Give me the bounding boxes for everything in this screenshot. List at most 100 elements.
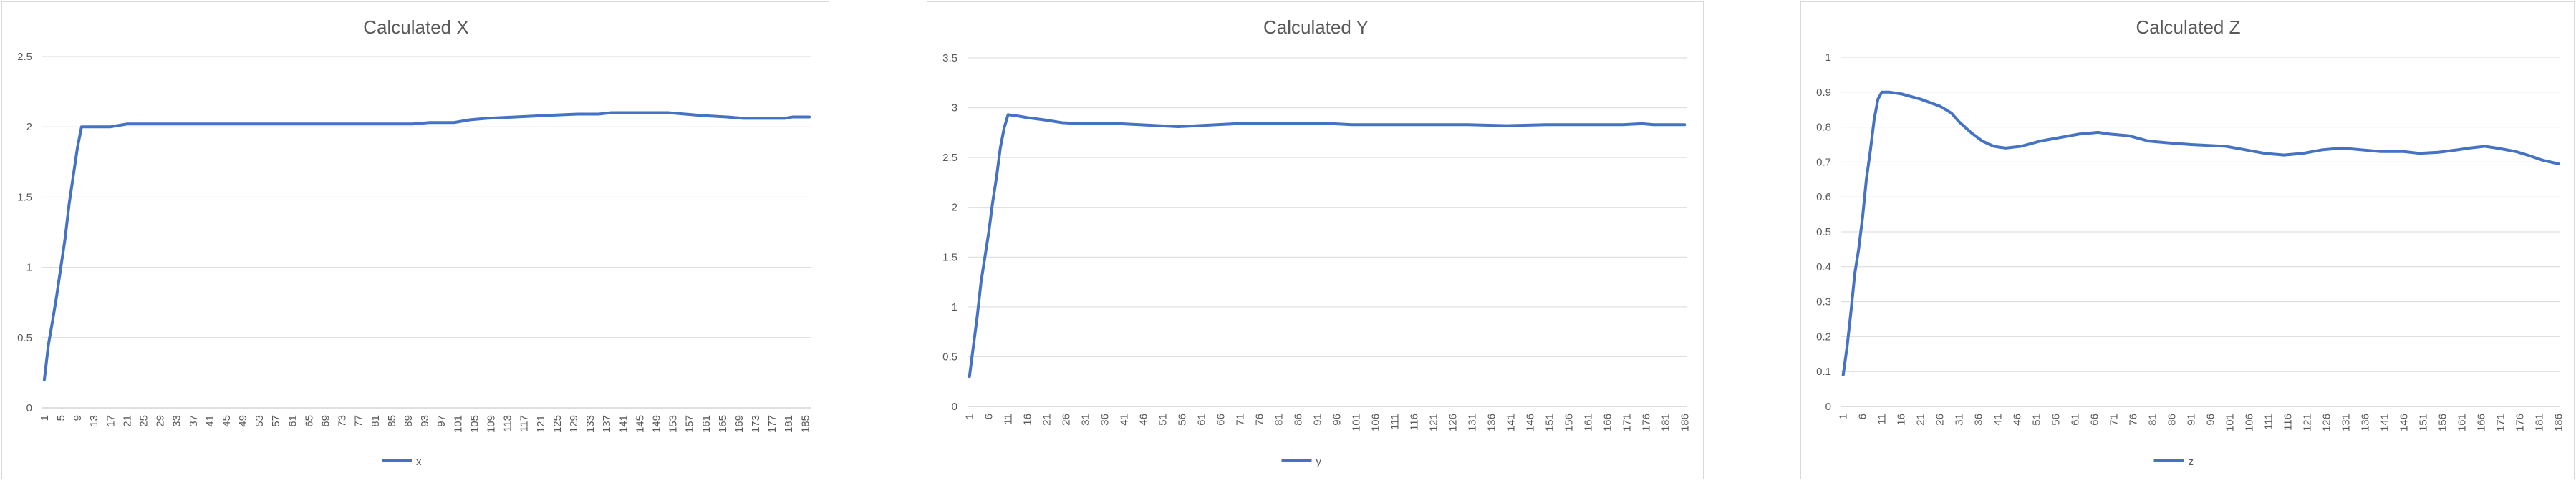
y-tick-label: 0.2	[1816, 331, 1831, 343]
x-tick-label: 101	[2224, 414, 2236, 431]
y-tick-label: 0.5	[1816, 226, 1831, 238]
x-tick-label: 186	[1679, 414, 1691, 431]
legend-label: x	[416, 456, 422, 468]
x-tick-label: 26	[1934, 414, 1947, 426]
x-tick-label: 21	[121, 415, 133, 427]
x-tick-label: 116	[1408, 414, 1420, 431]
x-tick-label: 186	[2552, 414, 2565, 431]
x-tick-label: 126	[2320, 414, 2333, 431]
y-tick-label: 0.5	[942, 351, 957, 363]
x-tick-label: 101	[1350, 414, 1362, 431]
x-tick-label: 41	[1119, 414, 1131, 426]
x-tick-label: 53	[254, 415, 266, 427]
x-tick-label: 31	[1080, 414, 1092, 426]
x-tick-label: 116	[2282, 414, 2294, 431]
x-tick-label: 173	[750, 415, 762, 433]
chart-z-svg: Calculated Z 0 0.1 0.2 0.3 0.4 0.5 0.6 0.7 0.8 0.9…	[1816, 16, 2565, 468]
x-tick-label: 96	[2204, 414, 2216, 426]
x-tick-label: 5	[55, 415, 67, 421]
x-tick-label: 156	[1563, 414, 1575, 431]
x-tick-label: 181	[2533, 414, 2545, 431]
x-tick-label: 161	[2456, 414, 2468, 431]
x-tick-label: 29	[155, 415, 167, 427]
y-tick-label: 0.9	[1816, 87, 1831, 99]
series-line-z	[1841, 90, 2560, 377]
x-tick-label: 1	[964, 414, 976, 419]
x-tick-label: 6	[1857, 414, 1869, 419]
legend-label: z	[2189, 456, 2194, 468]
x-tick-label: 41	[1992, 414, 2005, 426]
x-tick-label: 181	[783, 415, 795, 433]
x-tick-label: 71	[1235, 414, 1247, 426]
y-tick-label: 2.5	[17, 51, 32, 63]
x-tick-label: 131	[2340, 414, 2352, 431]
y-tick-label: 0.5	[17, 332, 32, 344]
y-tick-label: 0	[1825, 401, 1831, 413]
x-tick-label: 13	[88, 415, 100, 427]
x-tick-label: 131	[1466, 414, 1478, 431]
x-tick-label: 36	[1099, 414, 1111, 426]
x-tick-label: 73	[337, 415, 349, 427]
x-tick-label: 129	[568, 415, 580, 433]
x-tick-label: 51	[2031, 414, 2043, 426]
x-tick-label: 81	[1273, 414, 1285, 426]
x-tick-label: 86	[1293, 414, 1305, 426]
x-tick-label: 9	[72, 415, 84, 421]
x-tick-label: 157	[684, 415, 696, 433]
y-tick-label: 0	[26, 402, 32, 414]
x-tick-label: 33	[171, 415, 183, 427]
chart-x-svg: Calculated X00.511.522.51 5 9 13 17 21 25 29 33 3…	[17, 16, 811, 468]
chart-title: Calculated Y	[1263, 16, 1369, 38]
chart-calculated-z: Calculated Z 0 0.1 0.2 0.3 0.4 0.5 0.6 0.7 0.8 0.9…	[1800, 1, 2575, 479]
x-tick-label: 136	[1485, 414, 1497, 431]
x-tick-label: 61	[2070, 414, 2082, 426]
y-tick-label: 2.5	[942, 152, 957, 164]
x-tick-label: 57	[270, 415, 282, 427]
x-tick-label: 153	[667, 415, 680, 433]
y-tick-label: 0	[952, 401, 957, 413]
x-tick-label: 81	[2147, 414, 2159, 426]
y-tick-label: 3.5	[942, 52, 957, 64]
x-tick-label: 17	[105, 415, 117, 427]
x-tick-label: 11	[1876, 414, 1888, 425]
x-tick-label: 26	[1061, 414, 1073, 426]
x-tick-label: 185	[799, 415, 811, 433]
x-tick-label: 169	[733, 415, 746, 433]
x-tick-label: 145	[634, 415, 646, 433]
x-tick-label: 151	[1543, 414, 1555, 431]
x-tick-label: 176	[1640, 414, 1652, 431]
x-tick-label: 136	[2359, 414, 2371, 431]
x-tick-label: 81	[370, 415, 382, 427]
chart-title: Calculated X	[363, 16, 468, 38]
x-tick-label: 105	[468, 415, 481, 433]
x-tick-label: 96	[1331, 414, 1343, 426]
x-tick-label: 77	[353, 415, 365, 427]
x-tick-label: 71	[2108, 414, 2121, 426]
x-tick-label: 61	[1196, 414, 1208, 426]
x-tick-label: 137	[601, 415, 613, 433]
x-tick-label: 161	[700, 415, 713, 433]
series-line-y	[968, 113, 1687, 379]
x-tick-label: 141	[1505, 414, 1517, 431]
y-tick-label: 0.4	[1816, 261, 1831, 273]
x-tick-label: 101	[452, 415, 464, 433]
y-tick-label: 0.7	[1816, 156, 1831, 168]
x-tick-label: 76	[2128, 414, 2140, 426]
x-tick-label: 111	[1389, 414, 1401, 430]
x-tick-label: 181	[1659, 414, 1671, 431]
x-tick-label: 89	[402, 415, 415, 427]
y-tick-label: 2	[952, 202, 957, 214]
x-tick-label: 146	[1524, 414, 1536, 431]
x-tick-label: 141	[2378, 414, 2391, 431]
x-tick-label: 41	[204, 415, 216, 427]
y-tick-label: 0.6	[1816, 191, 1831, 203]
x-tick-label: 93	[419, 415, 431, 427]
x-tick-label: 46	[2012, 414, 2024, 426]
x-tick-label: 85	[386, 415, 398, 427]
x-tick-label: 146	[2398, 414, 2410, 431]
x-tick-label: 109	[486, 415, 498, 433]
x-tick-label: 166	[2475, 414, 2487, 431]
legend-label: y	[1316, 456, 1322, 468]
x-tick-label: 133	[584, 415, 597, 433]
y-tick-label: 1	[952, 301, 957, 313]
